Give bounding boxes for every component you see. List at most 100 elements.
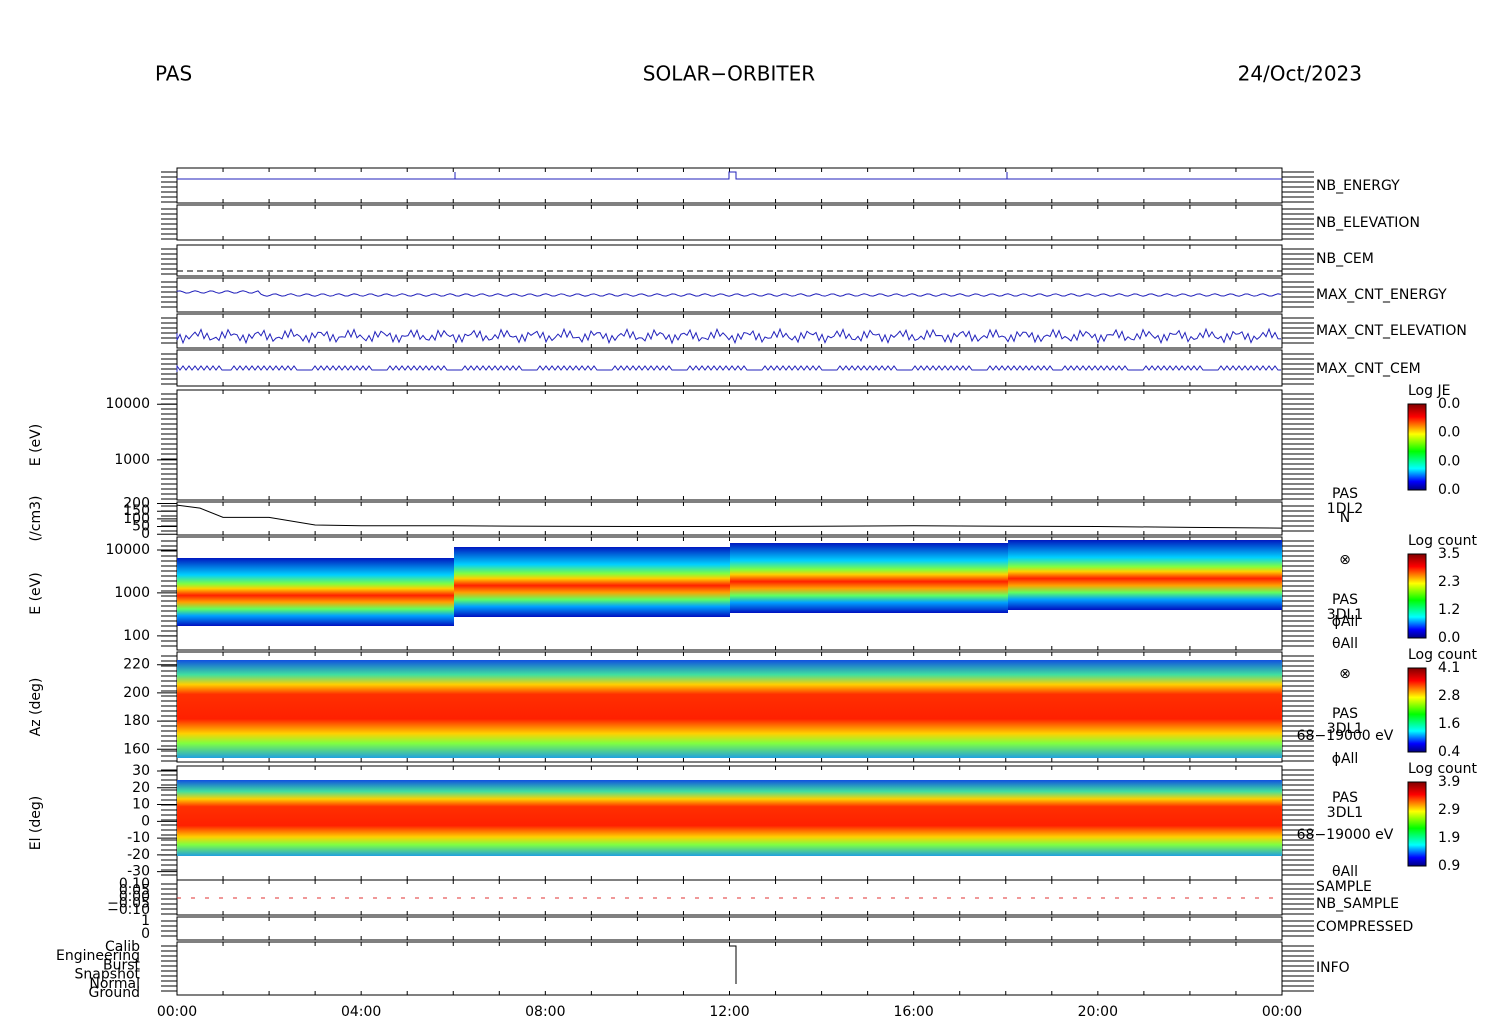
colorbar-tick: 2.9 [1438, 802, 1460, 818]
y-tick-label: 200 [123, 496, 150, 512]
y-tick-label: 1 [141, 913, 150, 929]
x-tick-label: 08:00 [525, 1004, 565, 1020]
panel-side-label: 68−19000 eV [1297, 728, 1394, 744]
colorbar-title: Log count [1408, 533, 1477, 549]
colorbar-tick: 0.0 [1438, 453, 1460, 469]
y-tick-label: 160 [123, 741, 150, 757]
panel-label: NB_ENERGY [1316, 178, 1400, 194]
y-tick-label: Ground [89, 985, 141, 1001]
panel-label: NB_ELEVATION [1316, 215, 1420, 231]
panel-side-label: 3DL1 [1327, 607, 1363, 623]
panel-label: NB_SAMPLE [1316, 896, 1399, 912]
colorbar-tick: 1.2 [1438, 602, 1460, 618]
y-tick-label: 50 [132, 519, 150, 535]
colorbar [1407, 667, 1427, 753]
y-axis-label: E (eV) [28, 572, 44, 614]
y-tick-label: Snapshot [75, 967, 141, 983]
y-tick-label: −0.10 [107, 902, 150, 918]
y-tick-label: Burst [103, 957, 141, 973]
y-tick-label: 20 [132, 780, 150, 796]
panel-frame [176, 204, 1283, 241]
panel-side-label: 3DL1 [1327, 805, 1363, 821]
spectrogram [454, 547, 730, 617]
y-axis-label: E (eV) [28, 424, 44, 466]
colorbar-title: Log count [1408, 647, 1477, 663]
panel-frame [176, 501, 1283, 536]
panel-side-label: θAll [1332, 636, 1358, 652]
y-tick-label: 10000 [105, 396, 150, 412]
colorbar-tick: 4.1 [1438, 660, 1460, 676]
direction-symbol: ⊗ [1339, 552, 1351, 568]
colorbar-tick: 0.4 [1438, 744, 1460, 760]
y-tick-label: 220 [123, 657, 150, 673]
header-date: 24/Oct/2023 [1238, 62, 1362, 86]
y-tick-label: −0.05 [107, 896, 150, 912]
trace [176, 364, 1281, 372]
x-tick-label: 04:00 [341, 1004, 381, 1020]
trace [176, 327, 1282, 345]
colorbar-tick: 1.9 [1438, 830, 1460, 846]
panel-side-label: 3DL1 [1327, 721, 1363, 737]
x-tick-label: 00:00 [1262, 1004, 1302, 1020]
y-tick-label: 200 [123, 685, 150, 701]
colorbar [1407, 553, 1427, 639]
panel-side-label: ϕAll [1332, 614, 1359, 630]
header-title: SOLAR−ORBITER [643, 62, 815, 86]
panel-label: MAX_CNT_ENERGY [1316, 287, 1447, 303]
y-axis-label: (/cm3) [28, 496, 44, 542]
y-tick-label: 0.10 [119, 876, 150, 892]
panel-side-label: PAS [1332, 486, 1358, 502]
panel-label: NB_CEM [1316, 251, 1374, 267]
spectrogram [177, 558, 454, 626]
y-tick-label: 0.05 [119, 883, 150, 899]
colorbar-tick: 3.5 [1438, 546, 1460, 562]
colorbar-title: Log JE [1408, 383, 1450, 399]
x-tick-label: 00:00 [157, 1004, 197, 1020]
colorbar [1407, 781, 1427, 867]
density-line [176, 504, 1283, 529]
y-tick-label: -10 [127, 830, 150, 846]
trace [176, 290, 1282, 297]
x-tick-label: 12:00 [709, 1004, 749, 1020]
panel-side-label: ϕAll [1332, 751, 1359, 767]
panel-label: MAX_CNT_CEM [1316, 361, 1421, 377]
y-tick-label: 100 [123, 628, 150, 644]
spectrogram [730, 543, 1008, 613]
x-tick-label: 20:00 [1078, 1004, 1118, 1020]
colorbar-tick: 0.0 [1438, 482, 1460, 498]
panel-side-label: PAS [1332, 790, 1358, 806]
panel-label: MAX_CNT_ELEVATION [1316, 323, 1467, 339]
info-trace [729, 945, 737, 984]
y-tick-label: 0 [141, 926, 150, 942]
colorbar-tick: 3.9 [1438, 774, 1460, 790]
colorbar-tick: 0.9 [1438, 858, 1460, 874]
y-tick-label: 0 [141, 526, 150, 542]
colorbar-tick: 0.0 [1438, 630, 1460, 646]
y-axis-label: El (deg) [28, 796, 44, 851]
x-tick-label: 16:00 [893, 1004, 933, 1020]
y-tick-label: 10000 [105, 542, 150, 558]
panel-label: SAMPLE [1316, 879, 1372, 895]
y-tick-label: 0.00 [119, 889, 150, 905]
panel-side-label: 1DL2 [1327, 501, 1363, 517]
header-left: PAS [155, 62, 192, 86]
colorbar-tick: 0.0 [1438, 425, 1460, 441]
spectrogram [177, 780, 1282, 856]
panel-frame [176, 389, 1283, 501]
y-tick-label: 1000 [114, 452, 150, 468]
panel-frame [176, 349, 1283, 387]
y-tick-label: 180 [123, 713, 150, 729]
colorbar-tick: 1.6 [1438, 716, 1460, 732]
panel-side-label: N [1340, 510, 1350, 526]
colorbar-tick: 0.0 [1438, 396, 1460, 412]
y-tick-label: 30 [132, 763, 150, 779]
colorbar-title: Log count [1408, 761, 1477, 777]
y-tick-label: 1000 [114, 585, 150, 601]
y-tick-label: Calib [105, 939, 140, 955]
colorbar [1407, 403, 1427, 491]
panel-side-label: PAS [1332, 592, 1358, 608]
y-tick-label: 0 [141, 813, 150, 829]
panel-side-label: PAS [1332, 706, 1358, 722]
y-tick-label: Engineering [56, 948, 140, 964]
